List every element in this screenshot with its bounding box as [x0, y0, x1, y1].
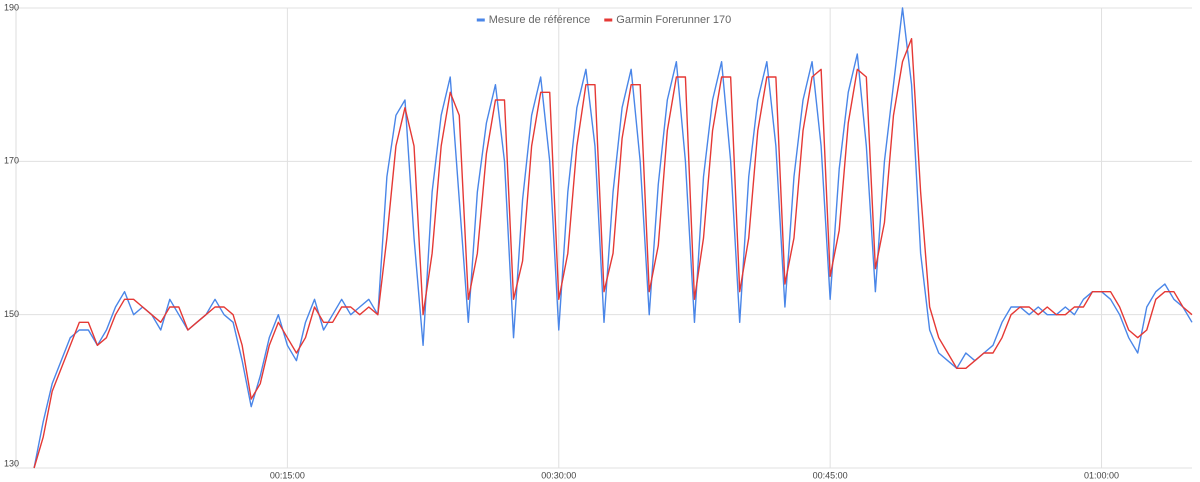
legend-marker	[476, 18, 485, 22]
legend-label: Garmin Forerunner 170	[616, 14, 731, 26]
y-tick-label: 130	[4, 458, 19, 468]
series-line	[33, 37, 1193, 469]
x-tick-label: 00:45:00	[813, 470, 848, 480]
y-tick-label: 170	[4, 156, 19, 166]
series-line	[33, 7, 1193, 469]
legend-label: Mesure de référence	[489, 14, 591, 26]
x-tick-label: 00:30:00	[541, 470, 576, 480]
legend-marker	[604, 18, 613, 22]
x-tick-label: 01:00:00	[1084, 470, 1119, 480]
x-tick-label: 00:15:00	[270, 470, 305, 480]
y-tick-label: 150	[4, 309, 19, 319]
y-tick-label: 190	[4, 2, 19, 12]
